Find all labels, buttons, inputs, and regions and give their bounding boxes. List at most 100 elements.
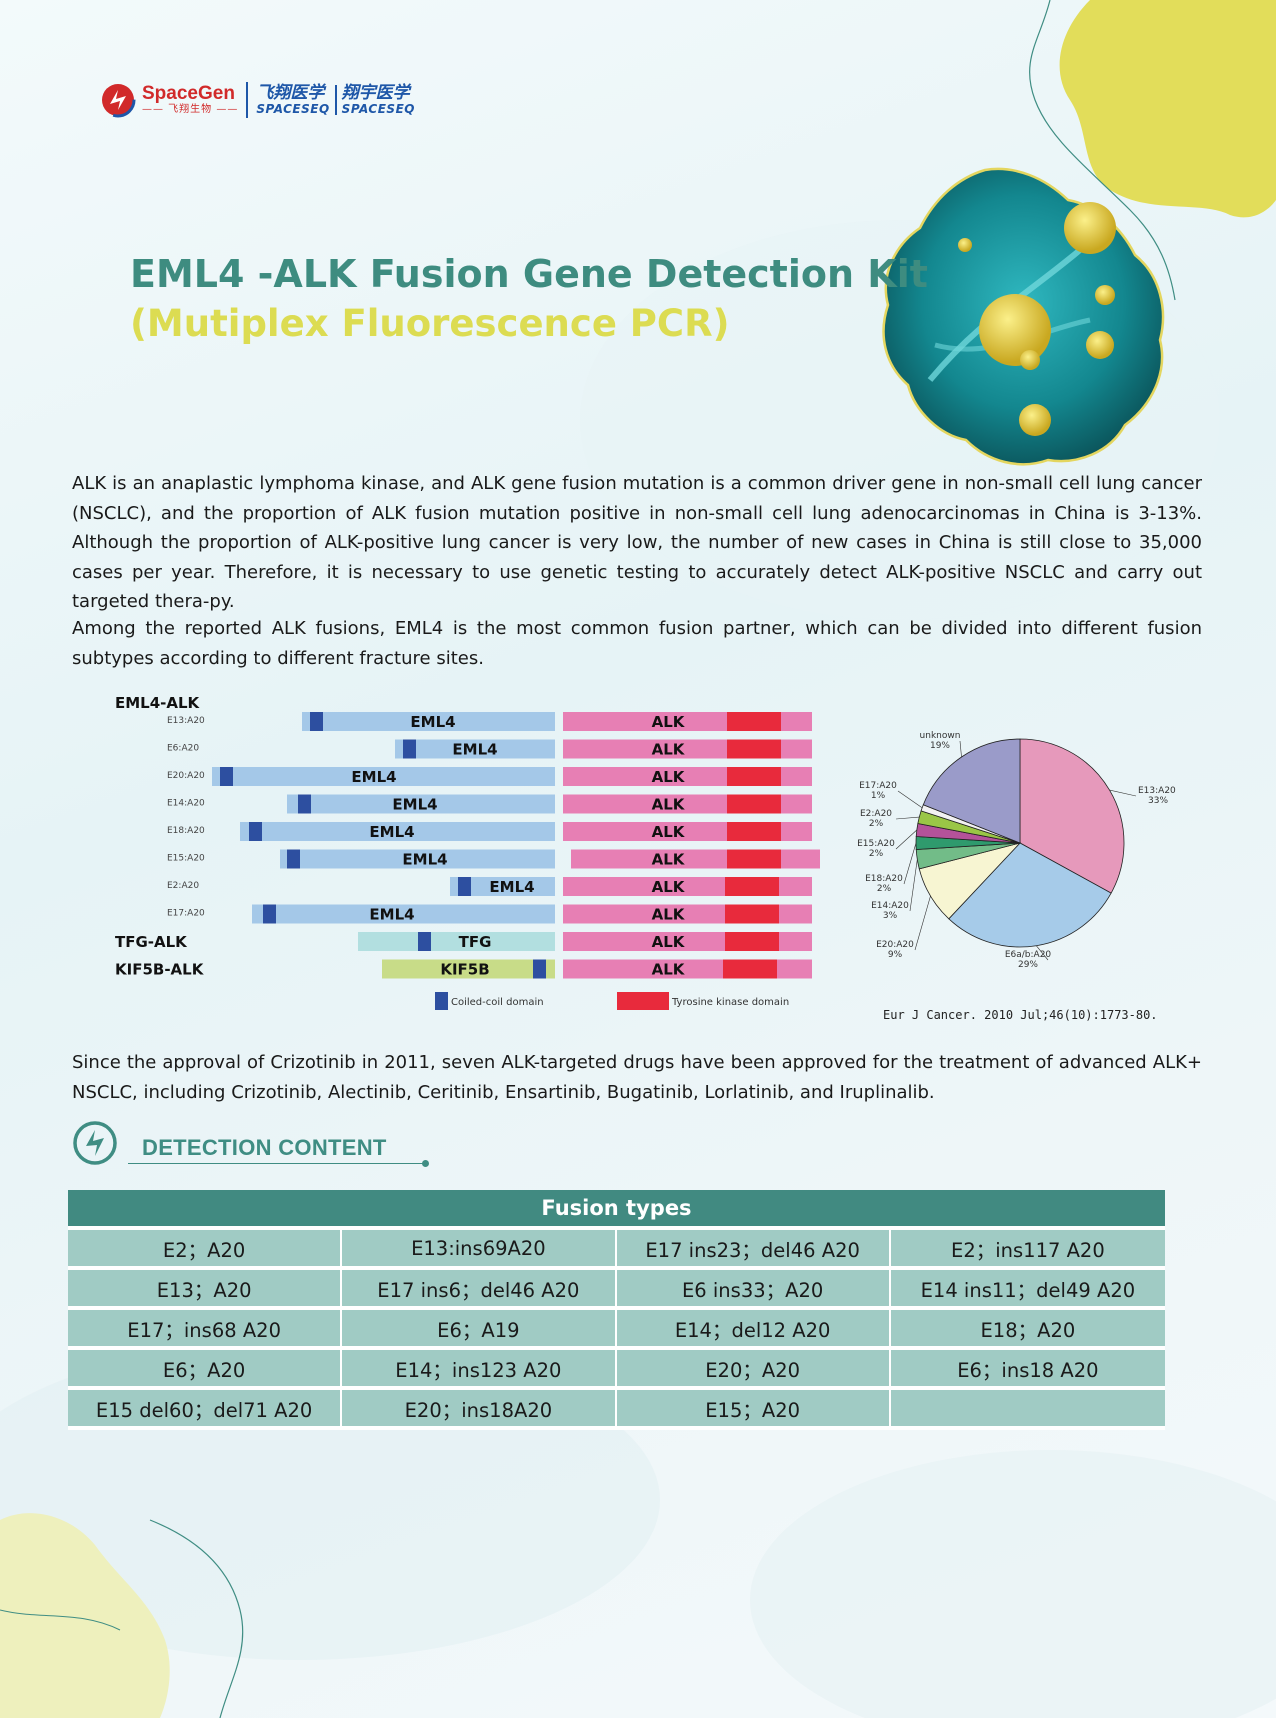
alk-label: ALK	[652, 796, 686, 814]
alk-label: ALK	[652, 906, 686, 924]
company-logo: SpaceGen —— 飞翔生物 —— 飞翔医学 SPACESEQ 翔宇医学 S…	[100, 80, 415, 120]
pie-leader-line	[1036, 945, 1049, 961]
table-cell: E13；A20	[68, 1270, 343, 1310]
group-label-eml4-alk: EML4-ALK	[115, 694, 201, 712]
coiled-coil-domain	[310, 712, 323, 731]
coiled-coil-domain	[263, 904, 276, 924]
partner-gene-label: EML4	[452, 741, 497, 759]
table-cell: E14 ins11；del49 A20	[890, 1270, 1165, 1310]
logo-separator	[246, 82, 249, 118]
pie-slice-label: E15:A20	[857, 839, 895, 849]
fusion-variant-label: E15:A20	[167, 854, 205, 864]
fusion-variant-label: E6:A20	[167, 744, 199, 754]
pie-slice-label: E6a/b:A20	[1005, 950, 1052, 960]
fusion-group-label: TFG-ALK	[115, 933, 188, 951]
table-cell: E14；del12 A20	[616, 1310, 891, 1350]
table-cell: E6；ins18 A20	[890, 1350, 1165, 1390]
pie-leader-line	[903, 842, 917, 885]
pie-slice-percent: 1%	[871, 791, 886, 801]
alk-label: ALK	[652, 851, 686, 869]
pie-slice	[948, 842, 1112, 948]
coiled-coil-domain	[220, 767, 233, 786]
pie-slice-percent: 9%	[888, 950, 903, 960]
coiled-coil-domain	[287, 849, 300, 869]
partner-gene-segment	[395, 739, 555, 759]
pie-slice-percent: 29%	[1018, 960, 1038, 970]
coiled-coil-domain	[418, 932, 431, 951]
table-cell: E2；ins117 A20	[890, 1230, 1165, 1270]
table-cell: E6；A20	[68, 1350, 343, 1390]
fusion-variant-label: E17:A20	[167, 909, 205, 919]
alk-label: ALK	[652, 961, 686, 979]
tyrosine-kinase-domain	[725, 877, 779, 896]
coiled-coil-domain	[403, 739, 416, 759]
partner-gene-segment	[358, 932, 555, 951]
table-cell: E15；A20	[616, 1390, 891, 1430]
table-cell: E18；A20	[890, 1310, 1165, 1350]
pie-slice-percent: 3%	[883, 911, 898, 921]
table-cell: E20；ins18A20	[342, 1390, 617, 1430]
pie-leader-line	[897, 790, 923, 809]
partner-gene-segment	[450, 877, 555, 896]
fusion-types-table: Fusion types E2；A20 E13:ins69A20 E17 ins…	[68, 1190, 1165, 1430]
legend-kinase-label: Tyrosine kinase domain	[671, 997, 789, 1008]
pie-slice-percent: 33%	[1148, 796, 1168, 806]
legend-kinase-swatch	[617, 992, 669, 1010]
tyrosine-kinase-domain	[727, 822, 781, 841]
alk-label: ALK	[652, 713, 686, 731]
page-title: EML4 -ALK Fusion Gene Detection Kit	[130, 252, 928, 296]
table-cell: E20；A20	[616, 1350, 891, 1390]
pie-slice-label: unknown	[920, 731, 961, 741]
partner-gene-label: TFG	[459, 933, 492, 951]
alk-label: ALK	[652, 768, 686, 786]
pie-slice-percent: 19%	[930, 741, 950, 751]
pie-leader-line	[909, 859, 918, 912]
fusion-group-label: KIF5B-ALK	[115, 961, 205, 979]
fusion-variant-label: E14:A20	[167, 799, 205, 809]
table-cell: E2；A20	[68, 1230, 343, 1270]
spacegen-logo-icon	[100, 82, 136, 118]
pie-leader-line	[895, 829, 918, 850]
partner-gene-segment	[302, 712, 555, 731]
pie-leader-line	[895, 816, 920, 820]
brand-name: SpaceGen	[142, 83, 235, 104]
table-cell: E14；ins123 A20	[342, 1350, 617, 1390]
tyrosine-kinase-domain	[723, 959, 777, 979]
partner-gene-label: EML4	[369, 823, 414, 841]
alk-label: ALK	[652, 823, 686, 841]
fusion-variant-label: E13:A20	[167, 716, 205, 726]
alk-label: ALK	[652, 933, 686, 951]
coiled-coil-domain	[458, 877, 471, 896]
table-row: E17；ins68 A20 E6；A19 E14；del12 A20 E18；A…	[68, 1310, 1165, 1350]
intro-paragraph: ALK is an anaplastic lymphoma kinase, an…	[72, 473, 1202, 612]
partner-en-name: SPACESEQ	[341, 102, 415, 116]
table-cell: E17 ins23；del46 A20	[616, 1230, 891, 1270]
heading-underline-dot	[422, 1160, 429, 1167]
intro-paragraph: Among the reported ALK fusions, EML4 is …	[72, 618, 1202, 669]
partner-gene-segment	[212, 767, 555, 786]
pie-slice-percent: 2%	[869, 849, 884, 859]
alk-label: ALK	[652, 878, 686, 896]
partner-gene-segment	[287, 794, 555, 814]
brand-subtitle: —— 飞翔生物 ——	[142, 104, 239, 115]
partner-cn-name: 翔宇医学	[341, 83, 410, 103]
pie-leader-line	[959, 740, 962, 758]
alk-segment	[571, 849, 820, 869]
pie-slice-percent: 2%	[869, 819, 884, 829]
tyrosine-kinase-domain	[727, 794, 781, 814]
partner-gene-segment	[382, 959, 555, 979]
tyrosine-kinase-domain	[727, 849, 781, 869]
approval-paragraph: Since the approval of Crizotinib in 2011…	[72, 1052, 1202, 1103]
coiled-coil-domain	[533, 959, 546, 979]
partner-en-name: SPACESEQ	[256, 102, 330, 116]
partner-gene-segment	[240, 822, 555, 841]
coiled-coil-domain	[298, 794, 311, 814]
pie-leader-line	[1109, 789, 1137, 797]
partner-gene-segment	[252, 904, 555, 924]
table-row: E15 del60；del71 A20 E20；ins18A20 E15；A20	[68, 1390, 1165, 1430]
tyrosine-kinase-domain	[727, 712, 781, 731]
tyrosine-kinase-domain	[727, 767, 781, 786]
table-cell: E17 ins6；del46 A20	[342, 1270, 617, 1310]
detection-section-icon	[73, 1121, 117, 1165]
page-subtitle: (Mutiplex Fluorescence PCR)	[130, 302, 730, 345]
